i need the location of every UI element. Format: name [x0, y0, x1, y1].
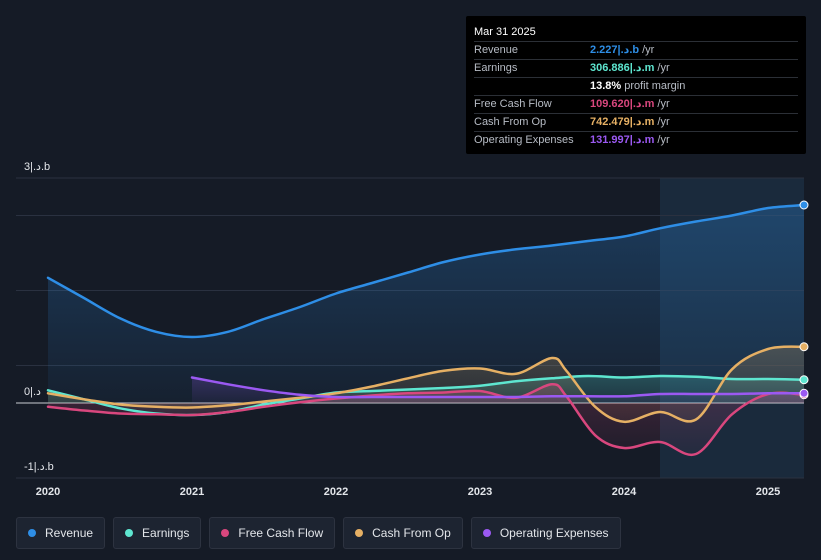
endpoint-cash-from-op	[799, 342, 809, 352]
y-tick-label: 0|.ﺩ	[24, 386, 41, 398]
tooltip-row-value: 306.886|.ﺩ.m	[590, 62, 655, 74]
tooltip-row: Earnings 306.886|.ﺩ.m/yr	[474, 59, 798, 77]
x-tick-label: 2022	[324, 486, 348, 498]
legend-dot-icon	[221, 529, 230, 537]
tooltip-row-unit: /yr	[657, 62, 670, 74]
line-cash-from-op	[46, 345, 806, 424]
legend-label: Free Cash Flow	[238, 526, 324, 540]
tooltip-row-value: 109.620|.ﺩ.m	[590, 98, 655, 110]
area-revenue	[48, 205, 804, 403]
legend-label: Earnings	[142, 526, 190, 540]
x-tick-label: 2025	[756, 486, 780, 498]
legend-label: Revenue	[45, 526, 94, 540]
tooltip-row: Free Cash Flow 109.620|.ﺩ.m/yr	[474, 95, 798, 113]
x-tick-label: 2021	[180, 486, 204, 498]
tooltip-row: 13.8% profit margin	[474, 77, 798, 95]
legend-item-earnings[interactable]: Earnings	[113, 517, 202, 549]
tooltip-row-value: 2.227|.ﺩ.b	[590, 44, 640, 56]
legend-item-revenue[interactable]: Revenue	[16, 517, 106, 549]
tooltip-row: Cash From Op 742.479|.ﺩ.m/yr	[474, 113, 798, 131]
tooltip-row-label: Operating Expenses	[474, 134, 574, 146]
area-free-cash-flow	[48, 384, 804, 455]
tooltip-row-value: 131.997|.ﺩ.m	[590, 134, 655, 146]
tooltip-row-label: Cash From Op	[474, 116, 547, 128]
tooltip-row-label: Free Cash Flow	[474, 98, 552, 110]
endpoint-operating-expenses	[799, 388, 809, 398]
series-lines	[46, 200, 809, 457]
series-areas	[48, 205, 804, 455]
tooltip-row-value: 13.8%	[590, 80, 622, 92]
x-tick-label: 2023	[468, 486, 492, 498]
tooltip-row-label: Earnings	[474, 62, 518, 74]
tooltip-date: Mar 31 2025	[474, 26, 536, 38]
tooltip-row: Operating Expenses 131.997|.ﺩ.m/yr	[474, 131, 798, 149]
tooltip: Mar 31 2025 Revenue 2.227|.ﺩ.b/yr Earnings…	[466, 16, 806, 154]
tooltip-row-label	[474, 78, 590, 95]
y-tick-label: 3|.ﺩ.b	[24, 161, 50, 173]
tooltip-row: Revenue 2.227|.ﺩ.b/yr	[474, 41, 798, 59]
tooltip-row-unit: /yr	[657, 116, 670, 128]
x-tick-label: 2020	[36, 486, 60, 498]
endpoint-earnings	[799, 375, 809, 385]
legend-dot-icon	[482, 529, 491, 537]
area-operating-expenses	[192, 377, 804, 403]
line-free-cash-flow	[46, 383, 806, 457]
legend-label: Operating Expenses	[499, 526, 609, 540]
tooltip-row-value: 742.479|.ﺩ.m	[590, 116, 655, 128]
endpoint-revenue	[799, 200, 809, 210]
line-operating-expenses	[190, 376, 806, 399]
legend-item-operating-expenses[interactable]: Operating Expenses	[470, 517, 621, 549]
x-tick-label: 2024	[612, 486, 637, 498]
tooltip-row-unit: profit margin	[624, 80, 686, 92]
tooltip-row-unit: /yr	[657, 98, 670, 110]
legend-label: Cash From Op	[372, 526, 451, 540]
axes: 3|.ﺩ.b 0|.ﺩ -1|.ﺩ.b 2020 2021 2022 2023 2024 202…	[24, 161, 780, 498]
legend-dot-icon	[28, 529, 36, 537]
legend-item-free-cash-flow[interactable]: Free Cash Flow	[209, 517, 336, 549]
tooltip-row-label: Revenue	[474, 44, 519, 56]
legend-item-cash-from-op[interactable]: Cash From Op	[343, 517, 463, 549]
area-cash-from-op	[48, 346, 804, 422]
tooltip-row-unit: /yr	[657, 134, 670, 146]
tooltip-row-unit: /yr	[642, 44, 655, 56]
line-revenue	[46, 203, 806, 339]
legend: Revenue Earnings Free Cash Flow Cash From O…	[16, 517, 621, 549]
y-tick-label: -1|.ﺩ.b	[24, 461, 54, 473]
legend-dot-icon	[355, 529, 364, 537]
legend-dot-icon	[125, 529, 134, 537]
